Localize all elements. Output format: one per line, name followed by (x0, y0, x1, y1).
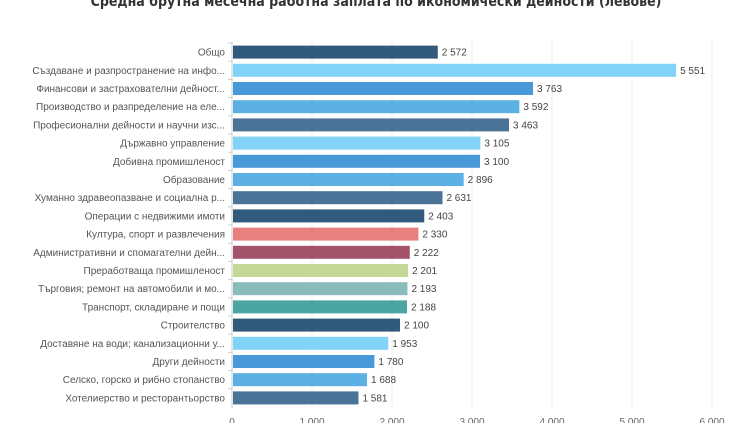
data-label: 3 105 (484, 139, 509, 150)
category-label: Образование (163, 174, 225, 186)
category-label: Строителство (161, 321, 226, 332)
data-label: 5 551 (680, 66, 705, 77)
data-label: 2 403 (428, 211, 453, 222)
category-label: Държавно управление (120, 139, 225, 150)
data-label: 2 201 (412, 266, 437, 277)
category-label: Други дейности (153, 357, 225, 368)
bar (233, 154, 480, 168)
data-label: 1 953 (392, 339, 417, 350)
category-label: Преработваща промишленост (84, 265, 226, 277)
bar (233, 355, 375, 368)
bar (233, 191, 443, 205)
bar (233, 45, 438, 59)
data-label: 3 100 (484, 157, 509, 168)
data-label: 1 581 (362, 393, 387, 404)
bar (233, 82, 534, 95)
bar (233, 227, 419, 241)
data-label: 2 896 (468, 175, 493, 186)
bar (233, 173, 464, 186)
x-tick-label: 1 000 (299, 417, 324, 423)
data-label: 3 763 (537, 84, 562, 95)
data-label: 1 780 (378, 357, 403, 368)
data-label: 2 222 (414, 248, 439, 259)
x-tick-label: 4 000 (539, 417, 564, 423)
data-label: 2 330 (422, 230, 447, 241)
x-tick-label: 5 000 (619, 417, 644, 423)
data-label: 3 463 (513, 120, 538, 131)
chart-title: Средна брутна месечна работна заплата по… (90, 0, 662, 10)
bar (233, 136, 481, 150)
data-label: 1 688 (371, 375, 396, 386)
bar (233, 282, 408, 296)
data-label: 2 631 (446, 193, 471, 204)
data-label: 3 592 (523, 102, 548, 113)
category-label: Операции с недвижими имоти (85, 211, 225, 222)
bar (233, 100, 520, 114)
category-label: Доставяне на води; канализационни у... (40, 339, 225, 350)
bar (233, 391, 359, 405)
bar (233, 264, 409, 277)
bar (233, 63, 677, 77)
category-label: Общо (198, 47, 226, 59)
data-label: 2 572 (442, 48, 467, 59)
bar (233, 336, 389, 350)
data-label: 2 188 (411, 302, 436, 313)
bar (233, 118, 510, 132)
category-label: Производство и разпределение на еле... (36, 102, 225, 113)
bar (233, 300, 408, 314)
category-label: Транспорт, складиране и пощи (82, 302, 225, 313)
bar (233, 245, 410, 259)
data-label: 2 193 (411, 284, 436, 295)
bar (233, 318, 400, 332)
bar (233, 373, 368, 387)
category-label: Селско, горско и рибно стопанство (63, 374, 226, 386)
category-label: Хуманно здравеопазване и социална р... (35, 193, 225, 204)
category-label: Административни и спомагателни дейн... (33, 248, 225, 259)
data-label: 2 100 (404, 321, 429, 332)
category-label: Професионални дейности и научни изс... (33, 119, 225, 131)
x-tick-label: 3 000 (459, 417, 484, 423)
category-label: Създаване и разпространение на инфо... (32, 65, 225, 77)
x-tick-label: 0 (229, 417, 235, 423)
category-label: Култура, спорт и развлечения (86, 230, 225, 241)
x-tick-label: 6 000 (699, 417, 724, 423)
category-label: Финансови и застрахователни дейност... (36, 84, 225, 95)
category-label: Хотелиерство и ресторантьорство (65, 393, 225, 404)
x-tick-label: 2 000 (379, 417, 404, 423)
category-label: Търговия; ремонт на автомобили и мо... (38, 283, 225, 295)
category-label: Добивна промишленост (113, 156, 225, 168)
bar (233, 209, 425, 223)
